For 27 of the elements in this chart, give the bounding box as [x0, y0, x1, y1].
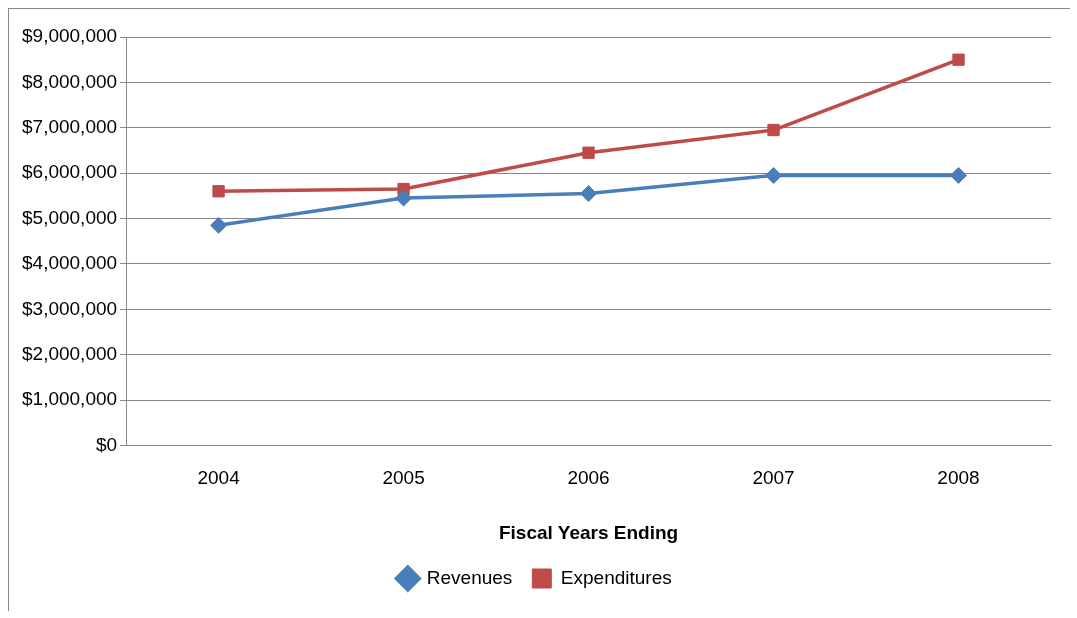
point [395, 189, 413, 207]
y-tick-label: $6,000,000 [22, 161, 118, 183]
point [212, 185, 225, 198]
x-tick-label: 2008 [937, 467, 980, 489]
y-tick-label: $9,000,000 [22, 25, 118, 47]
legend-label: Expenditures [560, 566, 672, 588]
point [765, 166, 783, 184]
point [580, 185, 598, 203]
y-tick-label: $5,000,000 [22, 206, 118, 228]
y-tick-label: $8,000,000 [22, 70, 118, 92]
y-tick-label: $7,000,000 [22, 115, 118, 137]
x-tick-label: 2004 [197, 467, 241, 489]
point [582, 146, 595, 159]
point [767, 123, 780, 137]
y-tick-label: $0 [95, 433, 118, 455]
y-tick-label: $4,000,000 [22, 252, 118, 274]
y-tick-label: $3,000,000 [22, 297, 118, 319]
y-tick-label: $1,000,000 [22, 388, 118, 410]
point [210, 216, 228, 234]
point [950, 166, 968, 184]
x-axis-title: Fiscal Years Ending [498, 521, 679, 543]
legend-label: Revenues [426, 566, 513, 588]
x-tick-label: 2005 [382, 467, 425, 489]
y-tick-label: $2,000,000 [22, 342, 118, 364]
x-tick-label: 2007 [752, 467, 795, 489]
point [952, 53, 965, 66]
x-tick-label: 2006 [567, 467, 610, 489]
